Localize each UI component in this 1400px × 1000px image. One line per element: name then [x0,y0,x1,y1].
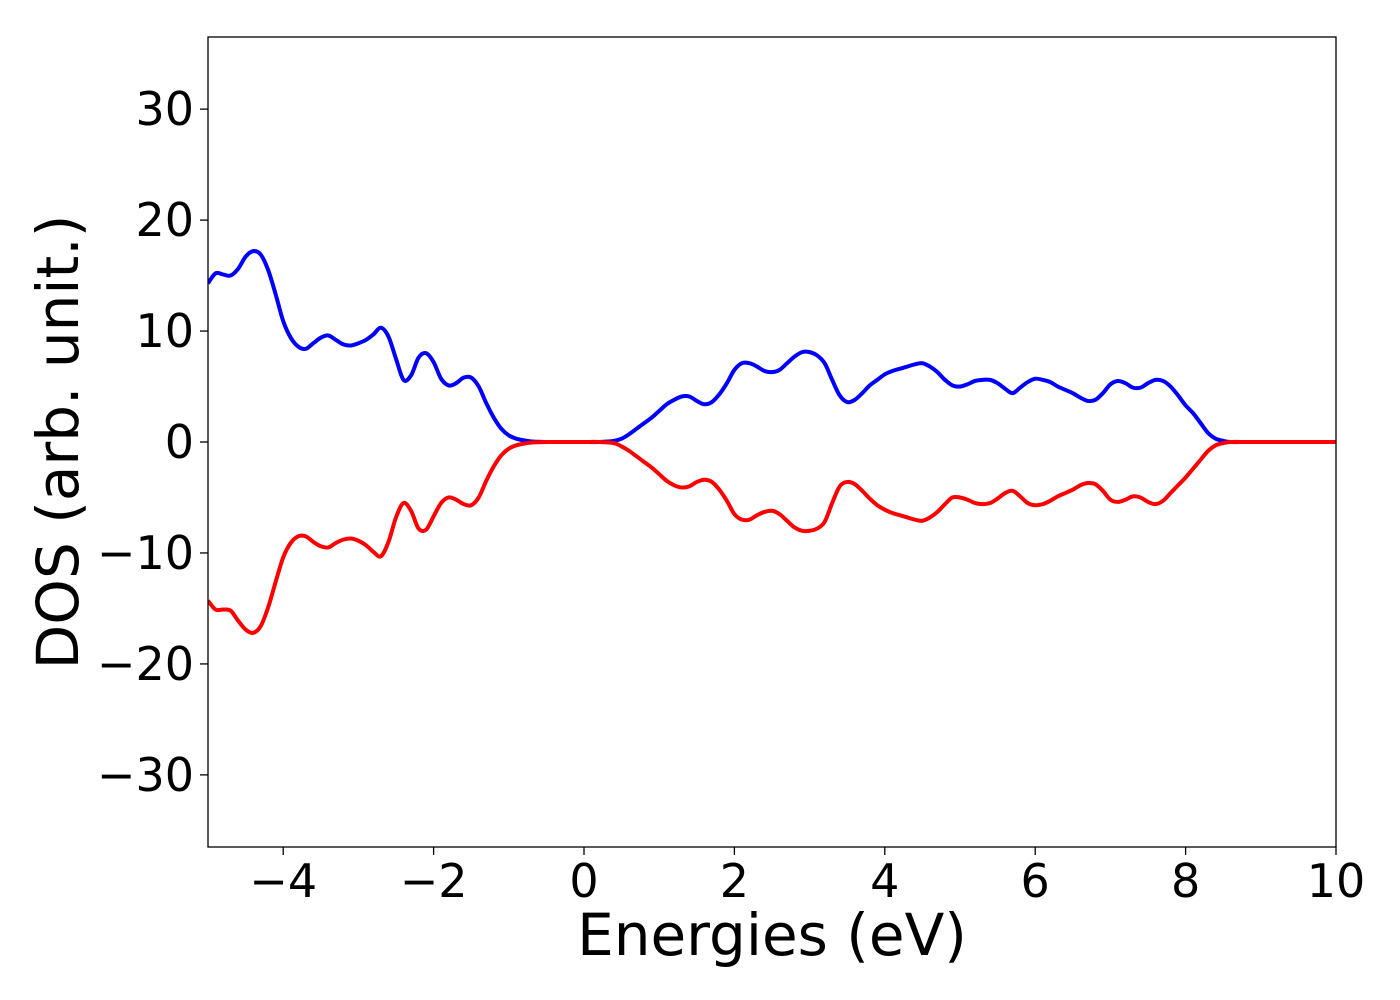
x-tick-label: 2 [720,854,749,908]
x-axis-title: Energies (eV) [577,901,967,969]
y-tick-label: 10 [135,304,194,358]
x-tick-label: −2 [400,854,468,908]
y-axis: 30 20 10 0 −10 −20 −30 [97,82,208,802]
x-tick-label: 4 [870,854,899,908]
y-tick-label: −10 [97,526,194,580]
plot-area [208,37,1336,847]
dos-line-blue [208,249,1336,445]
y-axis-title: DOS (arb. unit.) [24,215,92,670]
y-tick-label: −30 [97,748,194,802]
x-axis: −4 −2 0 2 4 6 8 10 [249,847,1365,908]
x-tick-label: 6 [1021,854,1050,908]
y-tick-label: 20 [135,193,194,247]
y-tick-label: 0 [165,415,194,469]
x-tick-label: 0 [569,854,598,908]
x-tick-label: 8 [1171,854,1200,908]
x-tick-label: 10 [1307,854,1366,908]
series-layer [208,249,1336,635]
dos-line-red [208,439,1336,635]
y-tick-label: −20 [97,637,194,691]
y-tick-label: 30 [135,82,194,136]
x-tick-label: −4 [249,854,317,908]
